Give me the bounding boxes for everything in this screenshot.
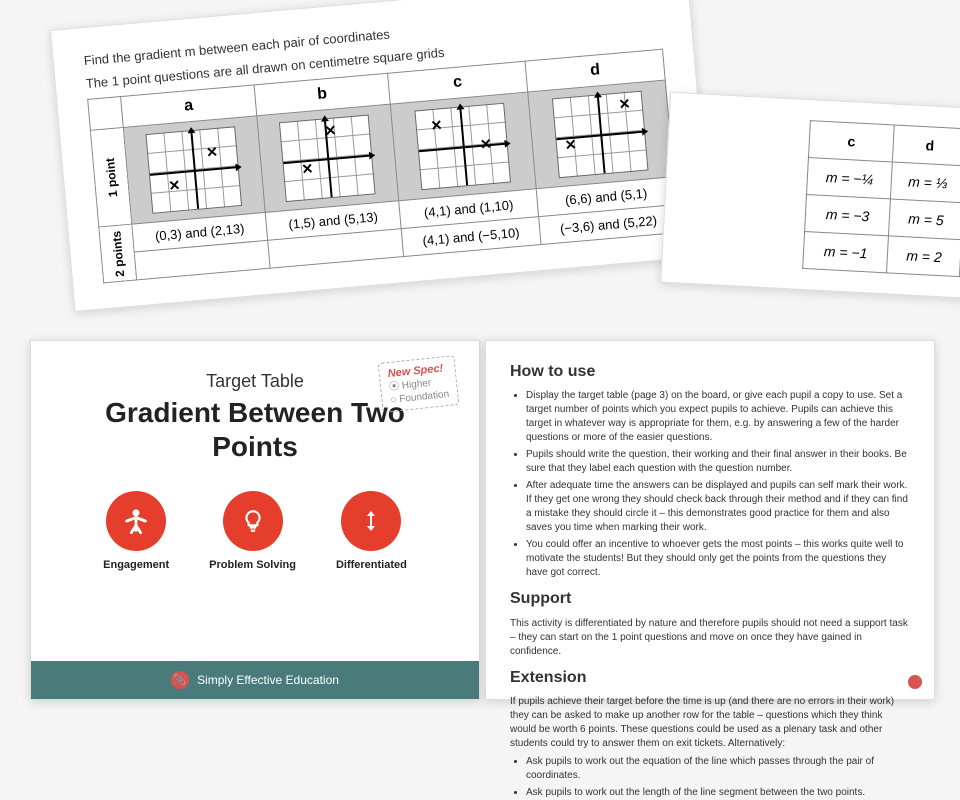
- footer-text: Simply Effective Education: [197, 673, 339, 687]
- howto-item: Display the target table (page 3) on the…: [526, 389, 910, 445]
- clip-icon: 📎: [171, 671, 189, 689]
- ans-r3c2: m = 2: [887, 236, 960, 277]
- spec-tag: New Spec! ⦿ Higher ○ Foundation: [378, 355, 460, 413]
- ans-r3c1: m = −1: [803, 231, 889, 272]
- support-text: This activity is differentiated by natur…: [510, 617, 910, 659]
- ans-r2c1: m = −3: [805, 195, 891, 236]
- extension-item: Ask pupils to work out the equation of t…: [526, 755, 910, 783]
- howto-item: Pupils should write the question, their …: [526, 448, 910, 476]
- coord-grid-b: ✕✕: [279, 115, 376, 203]
- corner-dot-icon: [908, 675, 922, 689]
- ans-r1c1: m = −¼: [807, 158, 893, 199]
- coord-grid-c: ✕✕: [415, 103, 512, 191]
- howto-item: You could offer an incentive to whoever …: [526, 538, 910, 580]
- instructions-card: How to use Display the target table (pag…: [485, 340, 935, 700]
- ans-r2c2: m = 5: [889, 199, 960, 240]
- support-heading: Support: [510, 588, 910, 610]
- worksheet-page: Find the gradient m between each pair of…: [50, 0, 712, 312]
- feature-engagement: Engagement: [103, 491, 169, 571]
- row-2-label: 2 points: [99, 224, 137, 283]
- feature-differentiated: Differentiated: [336, 491, 407, 571]
- feature-label: Engagement: [103, 559, 169, 571]
- answer-table: c d m = −¼ m = ⅓ m = −3 m = 5 m = −1 m =…: [802, 120, 960, 277]
- worksheet-table: a b c d 1 point ✕✕ ✕✕ ✕✕ ✕✕ 2 points (0,…: [87, 49, 679, 284]
- title-card: New Spec! ⦿ Higher ○ Foundation Target T…: [30, 340, 480, 700]
- footer-bar: 📎 Simply Effective Education: [31, 661, 479, 699]
- person-icon: [106, 491, 166, 551]
- extension-list: Ask pupils to work out the equation of t…: [510, 755, 910, 800]
- ans-col-d: d: [893, 125, 960, 166]
- feature-label: Problem Solving: [209, 559, 296, 571]
- arrows-icon: [341, 491, 401, 551]
- howto-item: After adequate time the answers can be d…: [526, 479, 910, 535]
- feature-problem-solving: Problem Solving: [209, 491, 296, 571]
- howto-list: Display the target table (page 3) on the…: [510, 389, 910, 580]
- feature-label: Differentiated: [336, 559, 407, 571]
- extension-item: Ask pupils to work out the length of the…: [526, 786, 910, 800]
- extension-intro: If pupils achieve their target before th…: [510, 695, 910, 751]
- coord-grid-a: ✕✕: [146, 126, 243, 214]
- ans-r1c2: m = ⅓: [891, 162, 960, 203]
- answer-page: c d m = −¼ m = ⅓ m = −3 m = 5 m = −1 m =…: [660, 92, 960, 299]
- howto-heading: How to use: [510, 361, 910, 383]
- extension-heading: Extension: [510, 667, 910, 689]
- feature-row: Engagement Problem Solving Differentiate…: [31, 491, 479, 571]
- bulb-icon: [223, 491, 283, 551]
- coord-grid-d: ✕✕: [552, 91, 649, 179]
- ans-col-c: c: [808, 121, 894, 162]
